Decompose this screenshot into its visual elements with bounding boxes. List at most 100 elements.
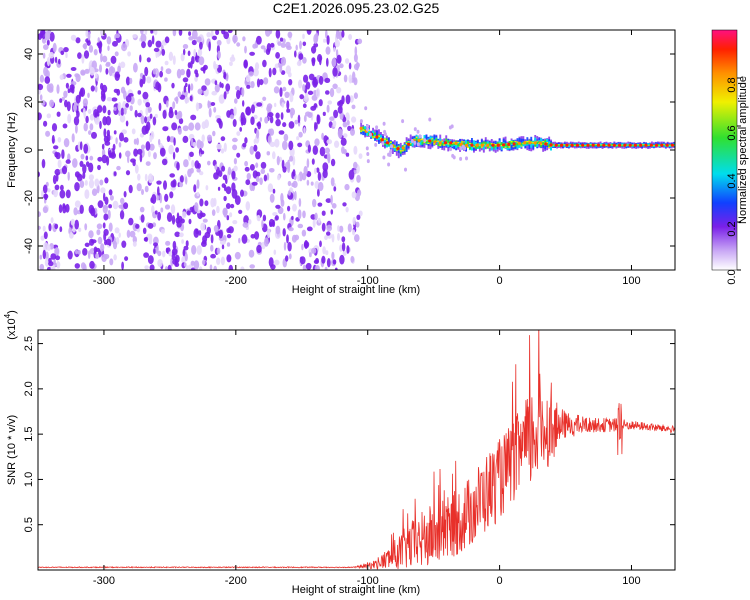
heatmap-cell [443, 144, 446, 146]
heatmap-cell [201, 259, 206, 265]
heatmap-cell [130, 158, 136, 163]
heatmap-cell [353, 161, 358, 169]
heatmap-cell [196, 191, 200, 197]
heatmap-cell [325, 90, 330, 95]
heatmap-cell [500, 144, 503, 150]
heatmap-cell [447, 143, 450, 145]
heatmap-cell [259, 117, 263, 122]
heatmap-cell [405, 142, 408, 145]
heatmap-cell [536, 140, 539, 142]
heatmap-cell [159, 70, 164, 78]
heatmap-cell [275, 30, 281, 39]
heatmap-cell [164, 60, 169, 66]
heatmap-cell [112, 143, 116, 151]
heatmap-cell [269, 141, 276, 147]
heatmap-cell [123, 90, 127, 100]
heatmap-cell [164, 266, 168, 270]
heatmap-cell [345, 112, 350, 122]
heatmap-cell [140, 214, 145, 223]
heatmap-cell [229, 212, 233, 218]
heatmap-cell [141, 41, 146, 49]
heatmap-cell [384, 143, 386, 146]
heatmap-cell [405, 143, 408, 152]
heatmap-cell [268, 67, 272, 78]
heatmap-cell [188, 218, 192, 225]
heatmap-cell [332, 259, 337, 265]
heatmap-cell [301, 172, 307, 181]
heatmap-cell [195, 72, 199, 78]
heatmap-cell [167, 264, 172, 270]
heatmap-cell [90, 207, 96, 217]
heatmap-cell [287, 31, 293, 38]
heatmap-cell [336, 54, 342, 64]
heatmap-cell [74, 182, 80, 192]
heatmap-cell [109, 258, 114, 266]
heatmap-cell [341, 30, 345, 38]
heatmap-cell [90, 85, 95, 92]
heatmap-cell [287, 205, 291, 212]
heatmap-cell [144, 66, 149, 77]
heatmap-cell [129, 105, 133, 112]
heatmap-cell [153, 248, 156, 255]
heatmap-cell [176, 220, 182, 228]
heatmap-cell [60, 184, 64, 191]
heatmap-cell [73, 104, 77, 112]
heatmap-cell [190, 114, 197, 121]
heatmap-cell [294, 50, 297, 58]
heatmap-cell [348, 62, 352, 70]
heatmap-cell [104, 177, 109, 184]
heatmap-cell [177, 215, 183, 222]
heatmap-cell [542, 141, 545, 143]
heatmap-cell [225, 72, 229, 82]
heatmap-cell [105, 62, 111, 67]
heatmap-cell [59, 226, 63, 233]
heatmap-cell [357, 38, 363, 45]
heatmap-cell [179, 182, 184, 188]
heatmap-cell [298, 131, 303, 138]
heatmap-cell [280, 70, 286, 75]
heatmap-cell [251, 181, 258, 186]
heatmap-cell [230, 203, 235, 209]
heatmap-cell [93, 49, 98, 56]
heatmap-cell [166, 135, 171, 142]
heatmap-cell [416, 129, 420, 134]
heatmap-cell [223, 208, 228, 218]
heatmap-cell [528, 140, 531, 149]
heatmap-cell [274, 63, 279, 69]
heatmap-cell [147, 222, 154, 229]
heatmap-cell [385, 138, 388, 141]
heatmap-cell [355, 62, 360, 68]
heatmap-cell [393, 146, 396, 148]
heatmap-cell [120, 107, 125, 116]
heatmap-cell [186, 68, 191, 78]
heatmap-cell [48, 51, 55, 59]
heatmap-cell [168, 144, 174, 155]
heatmap-cell [567, 144, 570, 146]
heatmap-cell [61, 96, 65, 101]
heatmap-cell [327, 100, 333, 105]
heatmap-cell [302, 103, 307, 108]
heatmap-cell [155, 81, 161, 91]
heatmap-cell [437, 141, 440, 145]
heatmap-cell [58, 58, 61, 65]
heatmap-cell [573, 145, 576, 146]
heatmap-cell [126, 229, 131, 238]
heatmap-cell [214, 80, 218, 86]
heatmap-cell [475, 143, 479, 147]
heatmap-cell [253, 114, 258, 120]
heatmap-cell [272, 67, 277, 76]
heatmap-cell [121, 129, 127, 135]
heatmap-cell [52, 42, 57, 53]
heatmap-cell [486, 143, 490, 147]
heatmap-cell [240, 112, 245, 122]
heatmap-cell [242, 36, 246, 42]
heatmap-cell [280, 56, 287, 66]
heatmap-cell [49, 31, 55, 42]
heatmap-cell [542, 142, 545, 145]
heatmap-cell [89, 155, 94, 161]
heatmap-cell [331, 203, 337, 209]
heatmap-cell [628, 143, 632, 147]
heatmap-cell [269, 30, 273, 35]
heatmap-cell [438, 141, 442, 145]
heatmap-cell [484, 141, 487, 145]
